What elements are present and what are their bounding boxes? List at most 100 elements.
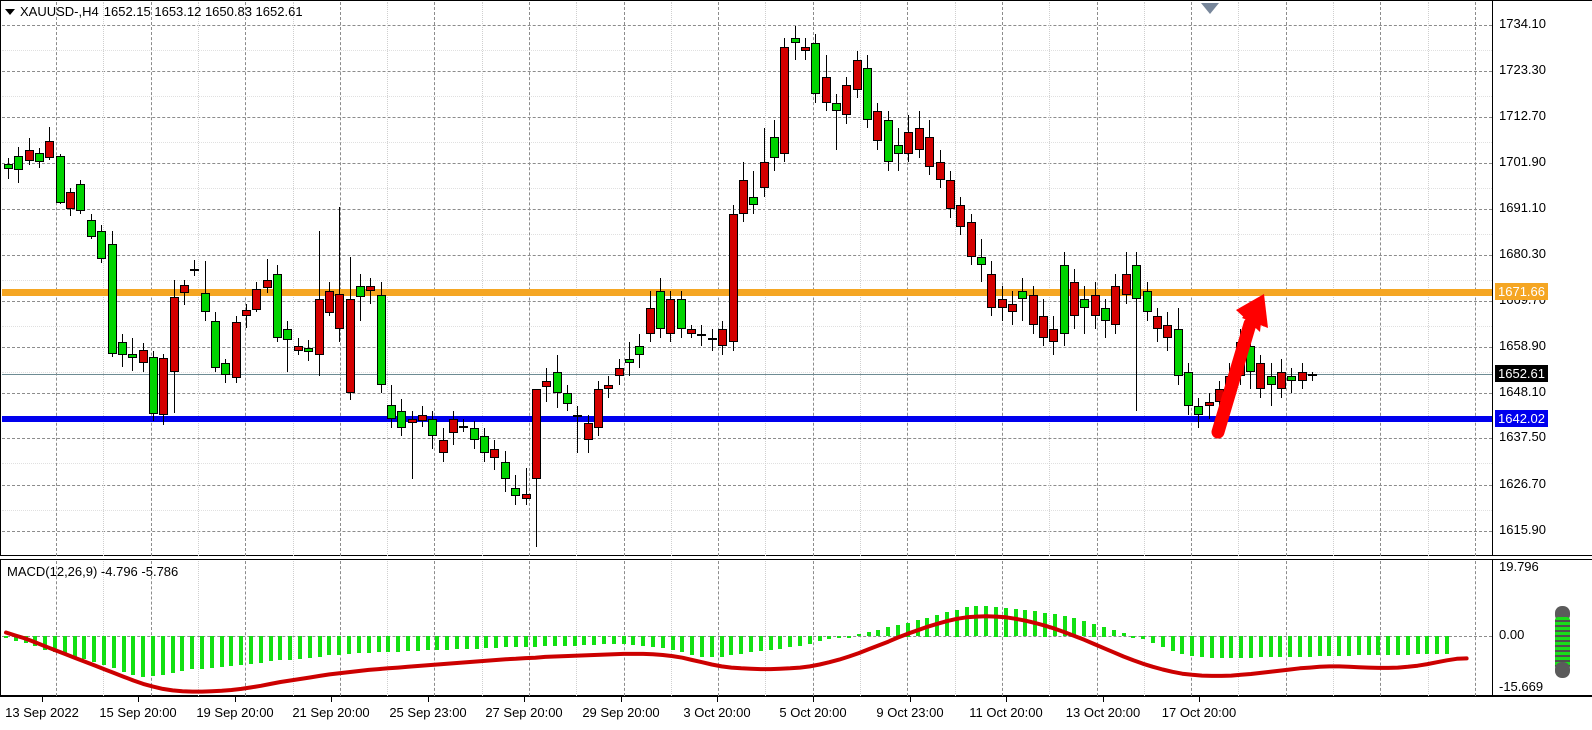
macd-gridline-v (1475, 561, 1476, 696)
candle-body (501, 461, 510, 479)
symbol-dropdown-caret-icon[interactable] (5, 8, 15, 15)
macd-histogram-bar (994, 607, 998, 637)
macd-histogram-bar (857, 634, 861, 637)
macd-histogram-bar (4, 636, 8, 638)
candlestick (832, 2, 841, 556)
candle-body (108, 243, 117, 355)
candlestick (128, 2, 137, 556)
candlestick (1194, 2, 1203, 556)
candlestick (1205, 2, 1214, 556)
chart-scale-indicator-icon[interactable] (1555, 606, 1570, 678)
candle-body (211, 320, 220, 368)
candle-body (190, 269, 199, 272)
candle-body (346, 299, 355, 394)
price-gridline-v (1238, 2, 1239, 556)
macd-plot-area[interactable] (2, 561, 1492, 696)
candle-wick (712, 329, 713, 351)
macd-histogram-bar (1190, 636, 1194, 656)
macd-histogram-bar (435, 636, 439, 651)
candle-body (283, 329, 292, 341)
resistance-level-line[interactable] (2, 289, 1492, 297)
macd-histogram-bar (494, 636, 498, 648)
candle-body (729, 213, 738, 343)
macd-histogram-bar (661, 636, 665, 648)
price-gridline-v (1002, 2, 1003, 556)
candle-body (956, 205, 965, 227)
macd-histogram-bar (445, 636, 449, 650)
candlestick (25, 2, 34, 556)
price-axis[interactable]: 1734.10 1723.30 1712.70 1701.90 1691.10 1680.… (1492, 1, 1592, 555)
macd-gridline-v (813, 561, 814, 696)
candlestick (501, 2, 510, 556)
macd-gridline-v (1191, 561, 1192, 696)
candle-body (97, 230, 106, 260)
candlestick (573, 2, 582, 556)
candlestick (718, 2, 727, 556)
macd-histogram-bar (298, 636, 302, 659)
macd-gridline-v (434, 561, 435, 696)
candlestick (170, 2, 179, 556)
time-axis-tick (621, 697, 622, 702)
time-axis-tick-label: 27 Sep 20:00 (485, 705, 563, 720)
candle-body (428, 419, 437, 437)
bullish-arrow-annotation[interactable] (2, 2, 1492, 556)
candle-body (170, 296, 179, 373)
candlestick (904, 2, 913, 556)
macd-histogram-bar (1053, 614, 1057, 637)
macd-axis[interactable]: 19.796 0.00 -15.669 (1492, 560, 1592, 695)
candle-body (697, 333, 706, 336)
support-price-tag: 1642.02 (1495, 410, 1548, 427)
candle-body (201, 293, 210, 313)
price-plot-area[interactable] (2, 2, 1492, 556)
candlestick (770, 2, 779, 556)
macd-histogram-bar (347, 636, 351, 654)
macd-histogram-bar (1386, 636, 1390, 656)
candle-wick (1084, 286, 1085, 334)
candle-body (946, 179, 955, 210)
candle-body (604, 384, 613, 390)
candle-wick (1312, 371, 1313, 382)
price-axis-tick-label: 1615.90 (1499, 522, 1546, 537)
price-gridline-h (2, 438, 1492, 439)
candlestick (159, 2, 168, 556)
macd-histogram-bar (1122, 633, 1126, 637)
candle-body (1184, 372, 1193, 407)
candlestick (1184, 2, 1193, 556)
candlestick (149, 2, 158, 556)
macd-histogram-bar (916, 620, 920, 636)
candle-body (128, 354, 137, 359)
candle-body (1039, 316, 1048, 338)
candlestick (418, 2, 427, 556)
price-gridline-v (765, 2, 766, 556)
macd-axis-tick-label: 0.00 (1499, 627, 1525, 642)
price-gridline-v (434, 2, 435, 556)
macd-indicator-pane[interactable]: 19.796 0.00 -15.669 MACD(12,26,9) -4.796 -… (0, 559, 1592, 696)
support-level-line[interactable] (2, 416, 1492, 423)
macd-histogram-bar (808, 636, 812, 644)
macd-histogram-bar (337, 636, 341, 655)
chart-header: XAUUSD-,H4 1652.15 1653.12 1650.83 1652.… (5, 4, 303, 19)
candlestick (1143, 2, 1152, 556)
candlestick (584, 2, 593, 556)
candle-wick (795, 25, 796, 60)
time-axis-tick (1006, 697, 1007, 702)
price-gridline-v (860, 2, 861, 556)
price-axis-tick-label: 1734.10 (1499, 16, 1546, 31)
macd-histogram-bar (612, 636, 616, 645)
candlestick (315, 2, 324, 556)
candlestick (1163, 2, 1172, 556)
candle-body (801, 46, 810, 52)
macd-histogram-bar (1023, 610, 1027, 637)
macd-histogram-bar (190, 636, 194, 670)
macd-histogram-bar (288, 636, 292, 660)
price-chart-pane[interactable]: 1734.10 1723.30 1712.70 1701.90 1691.10 1680.… (0, 0, 1592, 556)
macd-histogram-bar (92, 636, 96, 662)
candle-body (242, 309, 251, 317)
candlestick (987, 2, 996, 556)
macd-histogram-bar (171, 636, 175, 674)
time-axis[interactable]: 13 Sep 2022 15 Sep 20:00 19 Sep 20:00 21 Se… (0, 696, 1592, 730)
macd-histogram-bar (965, 607, 969, 636)
macd-gridline-v (1333, 561, 1334, 696)
price-gridline-v (482, 2, 483, 556)
